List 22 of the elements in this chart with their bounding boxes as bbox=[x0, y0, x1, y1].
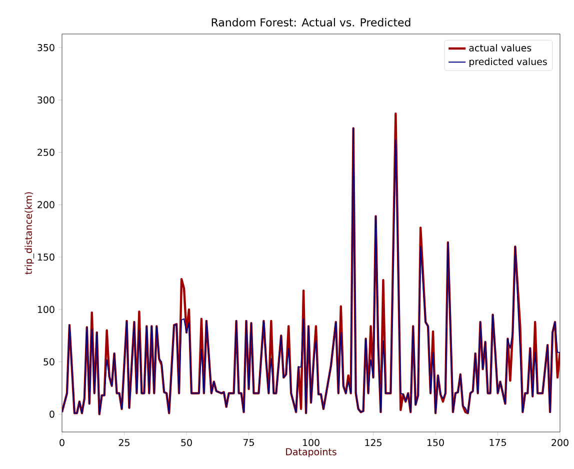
y-tick-label: 150 bbox=[38, 253, 54, 261]
x-tick-label: 125 bbox=[365, 438, 382, 446]
y-tick-label: 250 bbox=[38, 148, 54, 156]
y-tick-label: 0 bbox=[50, 410, 54, 418]
x-axis-title: Datapoints bbox=[286, 448, 336, 458]
y-axis-title: trip_distance(km) bbox=[24, 192, 34, 274]
x-tick-label: 150 bbox=[428, 438, 444, 446]
legend-label: predicted values bbox=[470, 58, 547, 67]
x-tick-label: 25 bbox=[118, 438, 130, 446]
chart-title: Random Forest: Actual vs. Predicted bbox=[212, 18, 410, 26]
x-tick-label: 0 bbox=[60, 438, 64, 446]
x-tick-label: 200 bbox=[552, 438, 568, 446]
legend-label: actual values bbox=[469, 44, 532, 52]
y-tick-label: 50 bbox=[44, 358, 54, 366]
x-tick-label: 75 bbox=[244, 438, 254, 446]
x-tick-label: 175 bbox=[490, 438, 506, 446]
y-tick-label: 100 bbox=[38, 306, 54, 314]
x-tick-label: 50 bbox=[181, 438, 192, 446]
y-tick-label: 300 bbox=[38, 96, 54, 104]
y-tick-label: 200 bbox=[38, 201, 54, 208]
y-tick-label: 350 bbox=[38, 44, 54, 52]
x-tick-label: 100 bbox=[303, 438, 320, 446]
